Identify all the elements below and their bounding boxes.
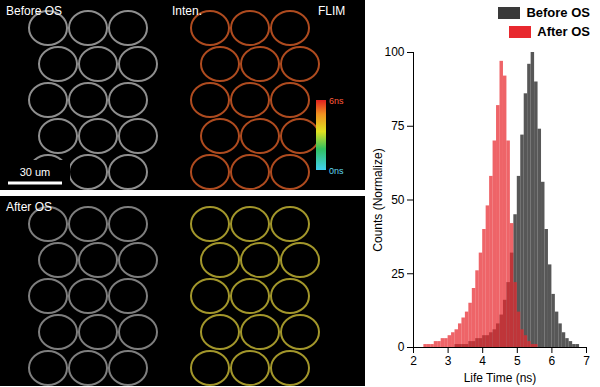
svg-text:0: 0 xyxy=(398,340,405,354)
svg-text:50: 50 xyxy=(391,193,405,207)
svg-text:Life Time (ns): Life Time (ns) xyxy=(464,371,537,385)
svg-text:Before OS: Before OS xyxy=(6,4,62,18)
svg-text:Inten.: Inten. xyxy=(172,4,202,18)
svg-text:FLIM: FLIM xyxy=(318,4,345,18)
svg-text:7: 7 xyxy=(583,354,590,368)
svg-text:Counts (Normalize): Counts (Normalize) xyxy=(371,148,385,251)
svg-text:6ns: 6ns xyxy=(329,96,344,106)
svg-text:2: 2 xyxy=(410,354,417,368)
svg-text:3: 3 xyxy=(445,354,452,368)
svg-text:30 um: 30 um xyxy=(20,166,51,178)
html-text:After OS: After OS xyxy=(537,24,590,39)
svg-text:25: 25 xyxy=(391,267,405,281)
svg-text:6: 6 xyxy=(549,354,556,368)
svg-text:0ns: 0ns xyxy=(329,166,344,176)
svg-text:After OS: After OS xyxy=(6,200,52,214)
svg-text:100: 100 xyxy=(384,45,404,59)
svg-text:4: 4 xyxy=(479,354,486,368)
html-text:Before OS: Before OS xyxy=(526,5,590,20)
svg-text:75: 75 xyxy=(391,119,405,133)
svg-text:5: 5 xyxy=(514,354,521,368)
